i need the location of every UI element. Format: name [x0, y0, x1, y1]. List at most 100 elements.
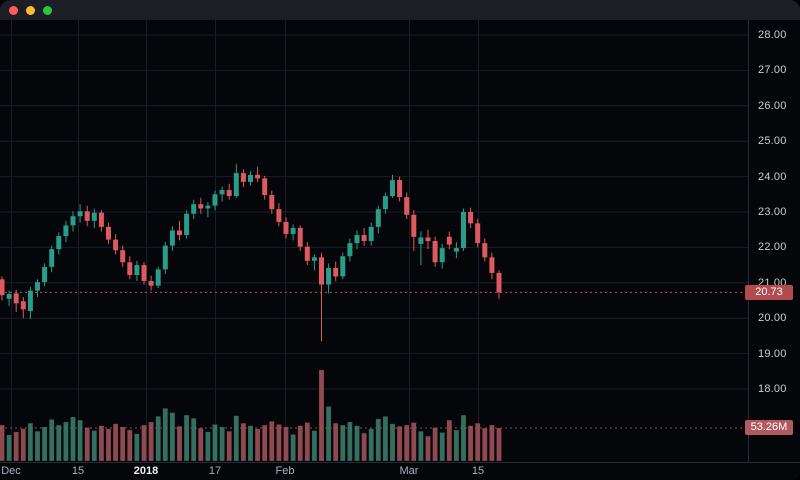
volume-bar	[48, 419, 55, 462]
candle-body	[347, 243, 353, 257]
candle-body	[248, 174, 253, 182]
volume-bar	[496, 427, 502, 462]
volume-bar	[63, 421, 69, 462]
volume-bar	[205, 431, 211, 462]
candle-body	[304, 246, 310, 261]
candlestick-series	[0, 164, 502, 342]
candle-body	[340, 256, 346, 277]
candle-body	[0, 279, 5, 296]
volume-bar	[311, 430, 318, 462]
price-axis[interactable]: 28.00 27.00 26.00 25.00 24.00 23.00 22.00 21.00…	[748, 20, 800, 462]
candle-body	[162, 245, 168, 270]
volume-bar	[489, 424, 495, 462]
volume-bar	[112, 423, 119, 462]
volume-bar	[91, 430, 98, 462]
candle-body	[141, 265, 147, 282]
volume-bar	[20, 428, 27, 462]
volume-bar	[418, 430, 424, 462]
volume-bar	[474, 422, 481, 462]
candle-body	[255, 174, 261, 179]
candle-body	[326, 267, 332, 285]
time-axis[interactable]: Dec 15 2018 17 Feb Mar 15	[0, 462, 800, 480]
candle-body	[397, 180, 403, 198]
volume-bar	[254, 428, 261, 462]
volume-bar	[226, 430, 232, 462]
volume-bar	[411, 422, 417, 462]
last-volume-badge: 53.26M	[745, 420, 793, 436]
volume-bar	[162, 408, 169, 462]
window-titlebar[interactable]	[0, 0, 800, 20]
volume-bar	[318, 369, 325, 462]
candle-body	[439, 248, 445, 263]
candle-body	[411, 214, 417, 237]
volume-bar	[340, 424, 346, 462]
candle-body	[120, 250, 126, 263]
volume-bar	[467, 425, 474, 462]
volume-bar	[212, 424, 218, 462]
volume-bar	[148, 421, 154, 462]
candle-body	[127, 262, 133, 276]
candle-body	[269, 195, 275, 210]
volume-bar	[269, 421, 275, 462]
time-tick-label: Mar	[399, 465, 419, 477]
candle-body	[77, 211, 83, 217]
volume-bar	[219, 426, 225, 462]
price-tick-label: 28.00	[758, 29, 787, 41]
candle-body	[382, 196, 388, 210]
candle-body	[453, 248, 459, 252]
volume-bar	[425, 435, 431, 462]
price-tick-label: 24.00	[758, 170, 787, 183]
candle-body	[262, 178, 268, 196]
volume-bar	[325, 406, 332, 462]
volume-bar	[98, 425, 105, 462]
volume-bar	[198, 427, 204, 462]
time-tick-label: 15	[71, 465, 85, 477]
price-tick-label: 23.00	[758, 206, 787, 218]
volume-bar	[290, 434, 296, 462]
volume-bar	[403, 424, 410, 462]
candle-body	[70, 216, 76, 226]
zoom-button[interactable]	[43, 5, 52, 15]
price-tick-label: 27.00	[758, 64, 787, 77]
candle-body	[13, 293, 19, 304]
volume-bar	[190, 417, 197, 462]
volume-bar	[446, 419, 453, 462]
candle-body	[42, 266, 48, 283]
candle-body	[219, 190, 225, 195]
time-tick-label: Dec	[1, 465, 21, 477]
volume-series	[0, 369, 502, 462]
volume-bar	[169, 412, 176, 462]
volume-bar	[439, 432, 445, 462]
time-tick-label: 2018	[133, 465, 159, 477]
candle-body	[468, 212, 474, 224]
candle-body	[489, 257, 495, 273]
candle-body	[354, 235, 360, 244]
candle-body	[191, 204, 197, 214]
volume-bar	[233, 415, 240, 462]
candle-body	[106, 226, 111, 240]
volume-bar	[77, 419, 83, 462]
price-tick-label: 25.00	[758, 135, 787, 148]
candle-body	[432, 241, 438, 263]
time-tick-label: 15	[471, 465, 485, 477]
volume-bar	[432, 427, 438, 462]
candle-body	[205, 205, 211, 209]
candle-body	[56, 236, 62, 250]
volume-bar	[105, 428, 112, 462]
candle-body	[333, 267, 339, 277]
candlestick-chart-pane[interactable]	[0, 20, 748, 462]
candle-body	[212, 194, 218, 206]
minimize-button[interactable]	[26, 5, 35, 15]
candle-body	[169, 230, 175, 246]
volume-bar	[460, 414, 467, 462]
volume-bar	[176, 426, 183, 462]
close-button[interactable]	[9, 5, 18, 15]
time-tick-label: 17	[208, 465, 222, 477]
candle-body	[475, 223, 481, 244]
candle-body	[240, 173, 246, 182]
price-tick-label: 20.00	[758, 312, 787, 325]
volume-bar	[155, 416, 161, 462]
candle-body	[496, 272, 502, 293]
volume-bar	[13, 431, 19, 462]
candle-body	[134, 265, 140, 276]
